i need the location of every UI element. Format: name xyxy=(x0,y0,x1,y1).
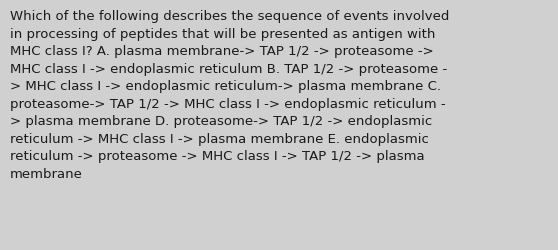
Text: Which of the following describes the sequence of events involved
in processing o: Which of the following describes the seq… xyxy=(10,10,449,180)
